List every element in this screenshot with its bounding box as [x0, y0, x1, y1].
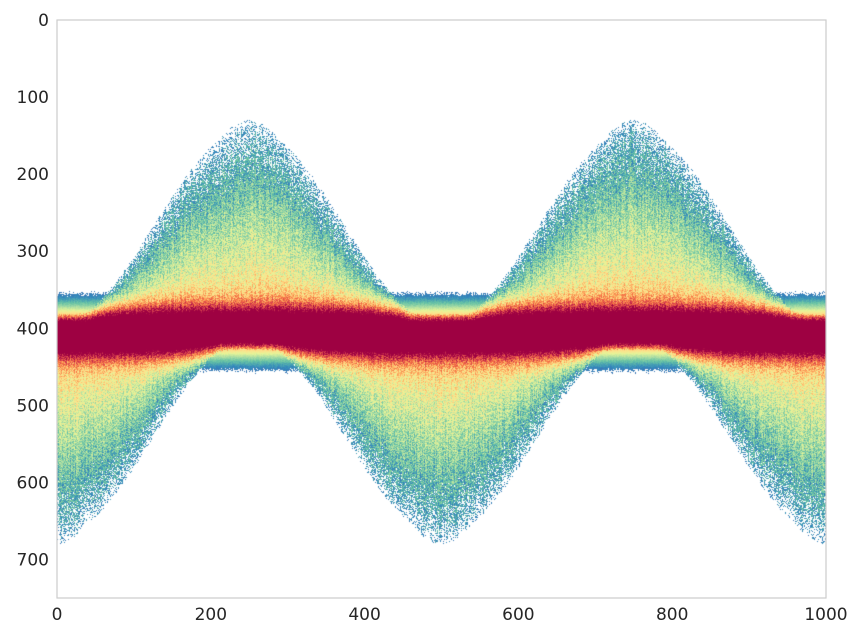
x-tick-label: 400 [348, 605, 380, 625]
y-tick-label: 0 [38, 11, 49, 31]
x-tick-label: 0 [52, 605, 63, 625]
x-tick-label: 200 [195, 605, 227, 625]
x-tick-label: 1000 [804, 605, 847, 625]
density-heatmap [57, 20, 826, 598]
y-tick-label: 700 [17, 550, 49, 570]
y-tick-label: 100 [17, 88, 49, 108]
plot-frame [56, 19, 827, 599]
plot-area [57, 20, 826, 598]
y-tick-label: 500 [17, 396, 49, 416]
y-tick-label: 600 [17, 473, 49, 493]
y-tick-label: 300 [17, 242, 49, 262]
y-axis: 0 100 200 300 400 500 600 700 [17, 11, 49, 570]
y-tick-label: 200 [17, 165, 49, 185]
x-axis: 0 200 400 600 800 1000 [52, 605, 848, 625]
x-tick-label: 800 [656, 605, 688, 625]
y-tick-label: 400 [17, 319, 49, 339]
x-tick-label: 600 [502, 605, 534, 625]
